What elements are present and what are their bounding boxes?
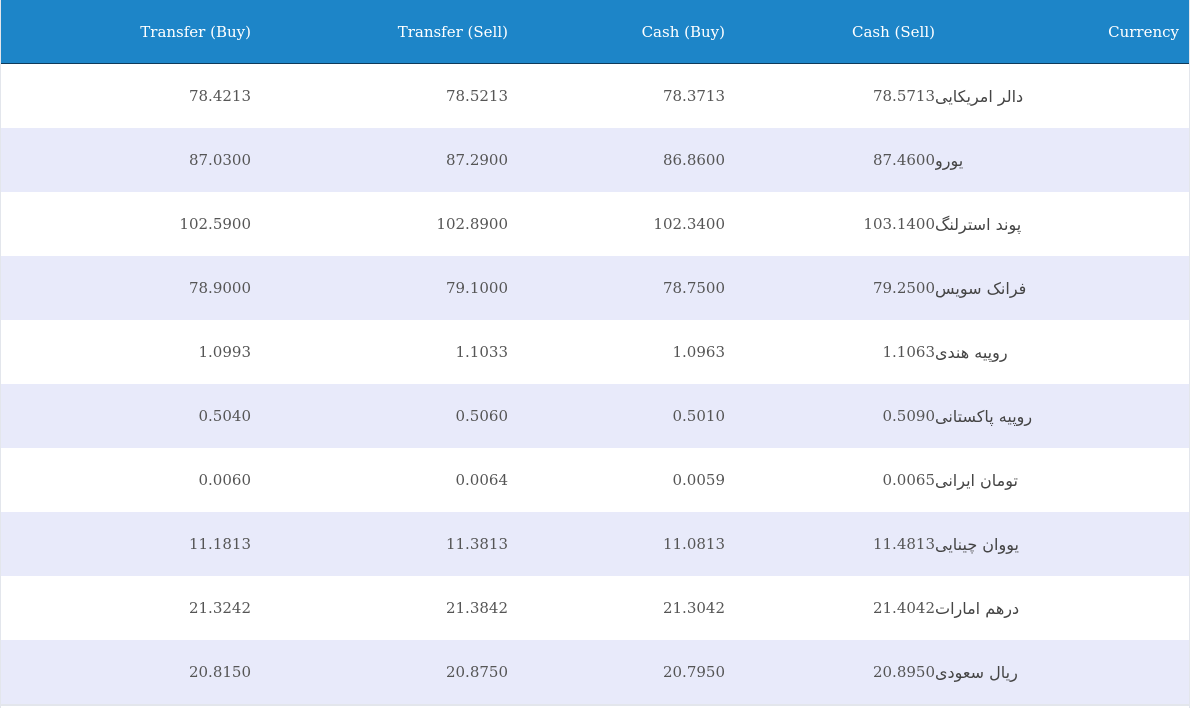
cash-buy-value: 21.3042 xyxy=(662,599,725,617)
currency-name: درهم امارات xyxy=(935,598,1020,618)
table-header: Transfer (Buy) Transfer (Sell) Cash (Buy… xyxy=(1,0,1189,64)
table-row: 0.0060 0.0064 0.0059 0.0065 تومان ایرانی xyxy=(1,448,1189,512)
cash-sell-value: 87.4600 xyxy=(872,151,935,169)
transfer-buy-value: 0.5040 xyxy=(198,407,252,425)
transfer-buy-value: 87.0300 xyxy=(188,151,251,169)
header-transfer-sell: Transfer (Sell) xyxy=(397,22,508,41)
table-bottom-border xyxy=(1,704,1189,706)
transfer-sell-value: 20.8750 xyxy=(445,663,508,681)
transfer-buy-value: 1.0993 xyxy=(198,343,252,361)
header-transfer-buy: Transfer (Buy) xyxy=(140,22,251,41)
cash-sell-value: 78.5713 xyxy=(872,87,935,105)
transfer-sell-value: 0.0064 xyxy=(455,471,509,489)
table-row: 20.8150 20.8750 20.7950 20.8950 ریال سعو… xyxy=(1,640,1189,704)
header-currency: Currency xyxy=(1108,22,1179,41)
transfer-buy-value: 78.9000 xyxy=(188,279,251,297)
cash-buy-value: 102.3400 xyxy=(653,215,725,233)
transfer-sell-value: 21.3842 xyxy=(445,599,508,617)
transfer-buy-value: 20.8150 xyxy=(188,663,251,681)
cash-buy-value: 78.7500 xyxy=(662,279,725,297)
table-row: 78.4213 78.5213 78.3713 78.5713 دالر امر… xyxy=(1,64,1189,128)
transfer-sell-value: 0.5060 xyxy=(455,407,509,425)
transfer-buy-value: 11.1813 xyxy=(188,535,251,553)
cash-buy-value: 86.8600 xyxy=(662,151,725,169)
transfer-buy-value: 102.5900 xyxy=(179,215,251,233)
transfer-sell-value: 87.2900 xyxy=(445,151,508,169)
currency-name: روپیه پاکستانی xyxy=(935,406,1033,426)
cash-sell-value: 0.0065 xyxy=(882,471,936,489)
transfer-sell-value: 1.1033 xyxy=(455,343,509,361)
cash-sell-value: 103.1400 xyxy=(863,215,935,233)
cash-buy-value: 0.5010 xyxy=(672,407,726,425)
currency-name: ریال سعودی xyxy=(935,662,1018,682)
cash-sell-value: 1.1063 xyxy=(882,343,936,361)
cash-sell-value: 0.5090 xyxy=(882,407,936,425)
currency-name: تومان ایرانی xyxy=(935,470,1018,490)
transfer-sell-value: 78.5213 xyxy=(445,87,508,105)
cash-sell-value: 11.4813 xyxy=(872,535,935,553)
transfer-buy-value: 78.4213 xyxy=(188,87,251,105)
table-row: 78.9000 79.1000 78.7500 79.2500 فرانک سو… xyxy=(1,256,1189,320)
header-cash-sell: Cash (Sell) xyxy=(852,22,935,41)
cash-buy-value: 20.7950 xyxy=(662,663,725,681)
table-row: 0.5040 0.5060 0.5010 0.5090 روپیه پاکستا… xyxy=(1,384,1189,448)
currency-name: دالر امریکایی xyxy=(935,86,1024,106)
table-row: 1.0993 1.1033 1.0963 1.1063 روپیه هندی xyxy=(1,320,1189,384)
currency-name: پوند استرلنگ xyxy=(935,214,1022,234)
cash-sell-value: 20.8950 xyxy=(872,663,935,681)
transfer-buy-value: 21.3242 xyxy=(188,599,251,617)
table-row: 102.5900 102.8900 102.3400 103.1400 پوند… xyxy=(1,192,1189,256)
cash-sell-value: 79.2500 xyxy=(872,279,935,297)
transfer-sell-value: 11.3813 xyxy=(445,535,508,553)
currency-name: فرانک سویس xyxy=(935,278,1027,298)
table-row: 11.1813 11.3813 11.0813 11.4813 یووان چی… xyxy=(1,512,1189,576)
header-cash-buy: Cash (Buy) xyxy=(641,22,725,41)
transfer-sell-value: 79.1000 xyxy=(445,279,508,297)
cash-buy-value: 11.0813 xyxy=(662,535,725,553)
currency-name: یووان چینایی xyxy=(935,534,1019,554)
cash-buy-value: 1.0963 xyxy=(672,343,726,361)
table-row: 21.3242 21.3842 21.3042 21.4042 درهم اما… xyxy=(1,576,1189,640)
cash-buy-value: 0.0059 xyxy=(672,471,726,489)
currency-name: یورو xyxy=(935,150,964,170)
cash-buy-value: 78.3713 xyxy=(662,87,725,105)
transfer-buy-value: 0.0060 xyxy=(198,471,252,489)
transfer-sell-value: 102.8900 xyxy=(436,215,508,233)
table-body: 78.4213 78.5213 78.3713 78.5713 دالر امر… xyxy=(1,64,1189,704)
table-row: 87.0300 87.2900 86.8600 87.4600 یورو xyxy=(1,128,1189,192)
cash-sell-value: 21.4042 xyxy=(872,599,935,617)
currency-name: روپیه هندی xyxy=(935,342,1008,362)
